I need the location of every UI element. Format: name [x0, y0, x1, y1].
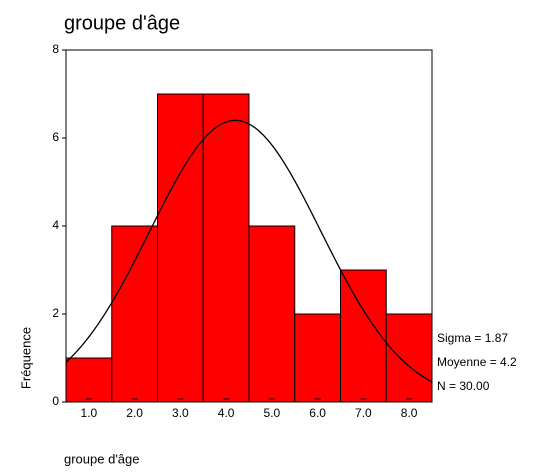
stat-label: Sigma = 1.87 — [437, 331, 508, 345]
normal-curve — [65, 119, 433, 383]
y-tick-label: 6 — [52, 130, 59, 144]
chart-title: groupe d'âge — [64, 12, 180, 34]
y-tick-label: 0 — [52, 394, 59, 408]
x-tick-label: 5.0 — [264, 406, 281, 420]
x-axis-label: groupe d'âge — [64, 451, 140, 466]
x-tick-label: 1.0 — [81, 406, 98, 420]
bar — [111, 225, 158, 403]
y-tick-label: 8 — [52, 42, 59, 56]
x-tick-label: 6.0 — [309, 406, 326, 420]
bar — [202, 93, 250, 403]
x-tick-label: 7.0 — [355, 406, 372, 420]
y-tick-label: 2 — [52, 306, 59, 320]
bar — [157, 93, 204, 403]
bar — [248, 225, 296, 403]
bar — [340, 269, 387, 403]
stat-label: Moyenne = 4.2 — [437, 355, 517, 369]
x-tick-label: 2.0 — [126, 406, 143, 420]
x-tick-label: 8.0 — [401, 406, 418, 420]
y-axis-label: Fréquence — [18, 327, 33, 389]
stat-label: N = 30.00 — [437, 379, 490, 393]
bar — [65, 357, 113, 403]
x-tick-label: 4.0 — [218, 406, 235, 420]
x-tick-label: 3.0 — [172, 406, 189, 420]
y-tick-label: 4 — [52, 218, 59, 232]
bar — [385, 313, 433, 403]
bar — [294, 313, 341, 403]
